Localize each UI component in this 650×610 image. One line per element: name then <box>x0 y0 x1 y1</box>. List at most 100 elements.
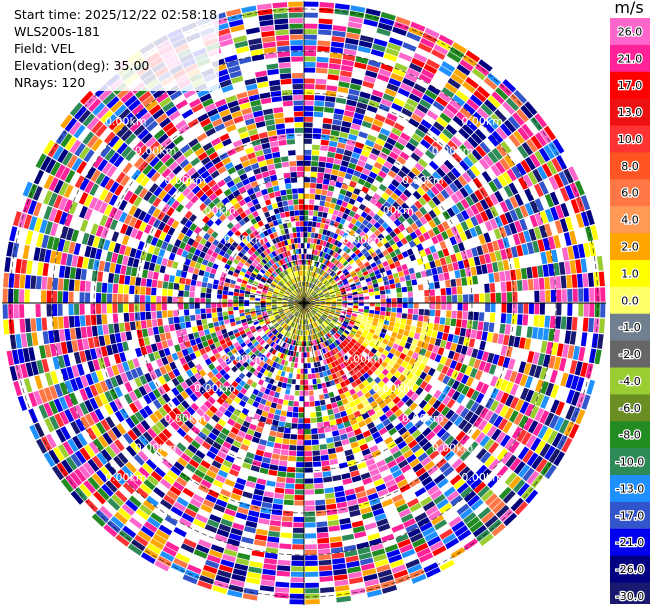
velocity-gate <box>362 241 369 248</box>
velocity-gate <box>330 397 337 404</box>
velocity-gate <box>429 260 436 269</box>
velocity-gate <box>109 219 119 231</box>
velocity-gate <box>166 259 174 268</box>
velocity-gate <box>397 345 404 353</box>
velocity-gate <box>274 492 284 499</box>
velocity-gate <box>304 127 313 133</box>
velocity-gate <box>304 346 307 352</box>
velocity-gate <box>303 308 304 314</box>
velocity-gate <box>527 279 534 291</box>
velocity-gate <box>105 416 116 429</box>
velocity-gate <box>139 221 148 232</box>
velocity-gate <box>428 282 435 290</box>
velocity-gate <box>469 520 484 533</box>
velocity-gate <box>176 427 187 438</box>
velocity-gate <box>296 306 301 311</box>
velocity-gate <box>255 276 262 281</box>
velocity-gate <box>315 78 327 85</box>
velocity-gate <box>330 541 343 548</box>
velocity-gate <box>145 303 151 312</box>
velocity-gate <box>530 391 540 405</box>
velocity-gate <box>163 373 171 383</box>
velocity-gate <box>318 293 324 297</box>
velocity-gate <box>365 70 378 79</box>
velocity-gate <box>420 456 432 467</box>
velocity-gate <box>127 359 135 370</box>
velocity-gate <box>409 254 416 262</box>
velocity-gate <box>331 402 338 409</box>
velocity-gate <box>92 155 104 169</box>
velocity-gate <box>158 432 169 443</box>
velocity-gate <box>203 197 212 206</box>
velocity-gate <box>396 292 403 298</box>
velocity-gate <box>161 258 168 267</box>
velocity-gate <box>142 462 154 474</box>
velocity-gate <box>408 425 418 435</box>
velocity-gate <box>421 168 432 179</box>
velocity-gate <box>295 306 300 310</box>
velocity-gate <box>182 264 189 272</box>
velocity-gate <box>338 428 347 435</box>
velocity-gate <box>306 276 309 282</box>
velocity-gate <box>325 304 331 306</box>
velocity-gate <box>475 381 484 392</box>
velocity-gate <box>214 326 221 332</box>
velocity-gate <box>13 304 19 319</box>
velocity-gate <box>425 445 436 456</box>
velocity-gate <box>414 448 425 458</box>
velocity-gate <box>308 254 312 260</box>
velocity-gate <box>351 225 359 232</box>
velocity-gate <box>370 413 379 422</box>
velocity-gate <box>65 456 78 471</box>
velocity-gate <box>263 336 270 342</box>
velocity-gate <box>191 473 203 484</box>
velocity-gate <box>419 552 434 563</box>
velocity-gate <box>228 392 237 401</box>
velocity-gate <box>319 444 328 450</box>
velocity-gate <box>370 225 377 233</box>
velocity-gate <box>390 316 396 322</box>
velocity-gate <box>80 90 94 105</box>
velocity-gate <box>330 308 336 312</box>
velocity-gate <box>553 234 561 249</box>
velocity-gate <box>446 295 452 303</box>
velocity-gate <box>357 547 371 555</box>
velocity-gate <box>289 296 294 300</box>
velocity-gate <box>273 498 284 505</box>
velocity-gate <box>408 118 420 128</box>
velocity-gate <box>509 410 519 423</box>
velocity-gate <box>331 301 337 303</box>
velocity-gate <box>84 444 96 458</box>
velocity-gate <box>59 382 69 396</box>
velocity-gate <box>393 370 402 379</box>
velocity-gate <box>203 400 213 409</box>
velocity-gate <box>537 166 548 180</box>
velocity-gate <box>238 306 244 310</box>
velocity-gate <box>209 256 216 263</box>
velocity-gate <box>279 347 284 353</box>
velocity-gate <box>214 246 221 254</box>
velocity-gate <box>392 396 401 405</box>
velocity-gate <box>305 319 308 325</box>
velocity-gate <box>250 273 257 279</box>
velocity-gate <box>358 131 368 139</box>
velocity-gate <box>363 115 374 124</box>
velocity-gate <box>220 518 233 527</box>
velocity-gate <box>316 280 320 286</box>
velocity-gate <box>305 270 308 276</box>
velocity-gate <box>475 464 488 477</box>
velocity-gate <box>281 444 290 450</box>
velocity-gate <box>461 385 470 396</box>
velocity-gate <box>77 339 84 351</box>
velocity-gate <box>328 525 340 532</box>
velocity-gate <box>371 548 386 557</box>
velocity-gate <box>223 373 231 381</box>
velocity-gate <box>355 378 362 386</box>
velocity-gate <box>324 281 330 286</box>
velocity-gate <box>57 238 66 252</box>
velocity-gate <box>304 94 314 101</box>
velocity-gate <box>373 221 381 229</box>
velocity-gate <box>534 198 544 212</box>
velocity-gate <box>232 328 239 334</box>
velocity-gate <box>489 400 500 412</box>
